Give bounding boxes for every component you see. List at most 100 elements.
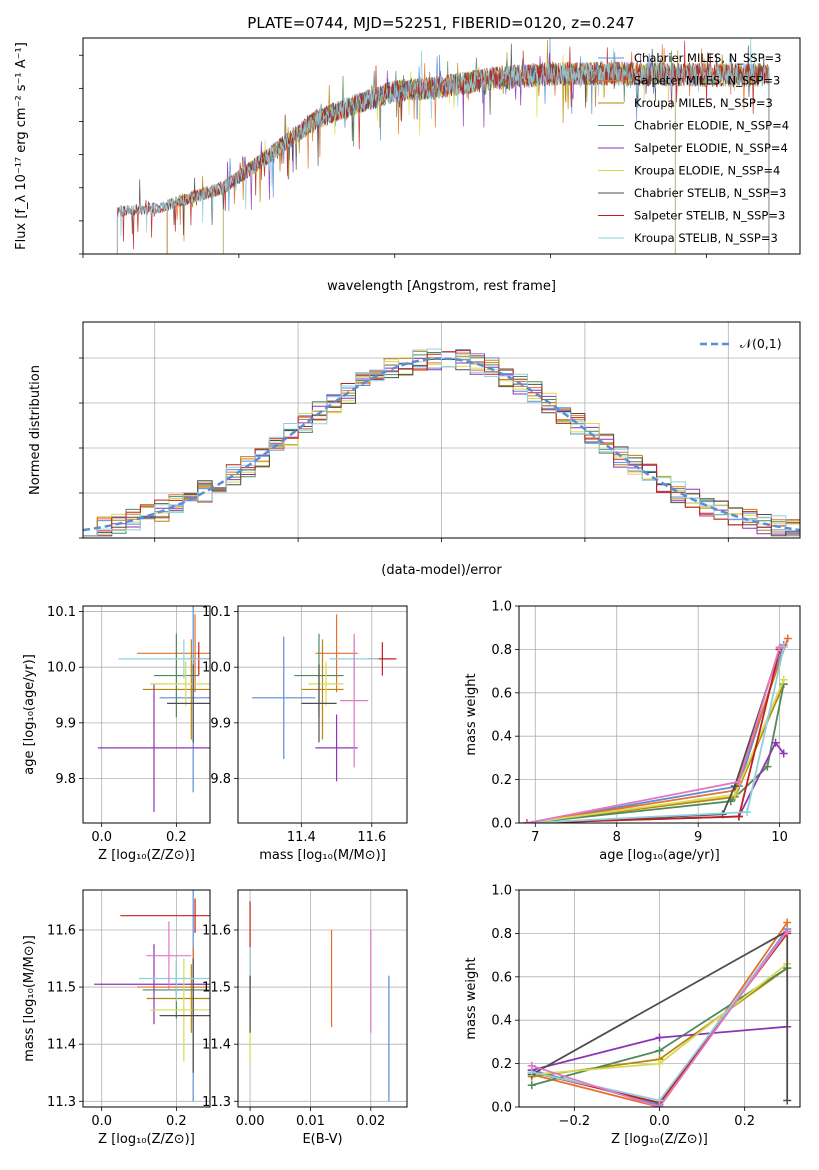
x-axis-label: Z [log₁₀(Z/Z⊙)] [611,1132,708,1147]
spectrum-series-line [116,40,770,254]
x-axis-label: (data-model)/error [381,563,502,578]
y-tick-label: 11.3 [202,1095,231,1110]
axes-frame [82,889,211,1108]
legend-entry: Kroupa STELIB, N_SSP=3 [634,231,778,245]
weight-marker [783,634,792,643]
gaussian-curve-line [83,357,800,532]
y-tick-label: 11.4 [202,1038,231,1053]
x-axis-label: Z [log₁₀(Z/Z⊙)] [98,1132,195,1147]
x-tick-label: −0.2 [559,1114,591,1129]
x-tick-label: 0.2 [734,1114,755,1129]
x-tick-label: 0.2 [166,1114,187,1129]
y-axis-label: mass [log₁₀(M/M⊙)] [22,935,37,1062]
chart-age_vs_mass: 11.4 11.6 9.8 9.9 10.0 10.1 mass [log₁₀(M/M⊙)] [202,605,408,863]
y-tick-label: 10.1 [47,605,76,620]
x-tick-label: 8 [613,830,621,845]
plot-area [116,38,770,254]
x-tick-label: 0.0 [91,830,112,845]
plot-area [249,901,390,1102]
y-tick-label: 0.8 [491,643,512,658]
weight-series-line [527,683,785,823]
weight-marker [783,927,792,936]
axes-frame [237,605,408,824]
axes-frame [82,605,211,824]
y-tick-label: 9.9 [210,716,231,731]
y-tick-label: 0.6 [491,686,512,701]
legend-entry: Kroupa MILES, N_SSP=3 [634,96,773,110]
axes-frame [82,321,801,539]
x-tick-label: 0.2 [166,830,187,845]
chart-mass_vs_EBV: 0.00 0.01 0.02 11.3 11.4 11.5 11.6 E(B-V) [202,889,408,1147]
y-tick-label: 11.6 [202,923,231,938]
weight-marker [527,1081,536,1090]
y-tick-label: 11.5 [47,981,76,996]
y-tick-label: 10.0 [202,661,231,676]
y-axis-label: Normed distribution [28,365,43,495]
chart-mass_vs_Z: 0.0 0.2 11.3 11.4 11.5 11.6 Z [log₁₀(Z/Z⊙)] mas… [22,889,211,1147]
legend-entry: Salpeter MILES, N_SSP=3 [634,74,780,88]
weight-marker [783,1096,792,1105]
weight-marker [655,1059,664,1068]
x-tick-label: 0.02 [356,1114,385,1129]
plot-area [527,918,792,1107]
y-tick-label: 0.4 [491,1014,512,1029]
legend-entry: Kroupa ELODIE, N_SSP=4 [634,164,780,178]
y-tick-label: 11.5 [202,981,231,996]
weight-series-line [526,644,785,823]
y-tick-label: 0.2 [491,1057,512,1072]
chart-residuals: (data-model)/error Normed distribution 𝒩(0… [28,321,801,578]
x-tick-label: 0.0 [91,1114,112,1129]
weight-marker [523,819,532,823]
weight-marker [730,790,739,799]
axes-frame [82,37,801,255]
weight-series-line [531,930,788,1107]
legend-entry: 𝒩(0,1) [740,336,782,351]
legend: 𝒩(0,1) [700,336,782,351]
legend-entry: Chabrier MILES, N_SSP=3 [634,51,781,65]
y-tick-label: 0.6 [491,970,512,985]
x-tick-label: 11.4 [287,830,316,845]
y-tick-label: 11.6 [47,923,76,938]
weight-marker [655,1033,664,1042]
chart-weight_vs_age: 7 8 9 10 0.0 0.2 0.4 0.6 0.8 1.0 age [log₁₀(age/yr… [464,600,801,863]
plot-area [83,348,800,537]
weight-marker [763,762,772,771]
x-axis-label: wavelength [Angstrom, rest frame] [327,279,556,294]
y-tick-label: 9.8 [55,772,76,787]
legend-entry: Chabrier ELODIE, N_SSP=4 [634,119,789,133]
weight-series-line [527,647,785,823]
x-tick-label: 9 [694,830,702,845]
y-tick-label: 1.0 [491,884,512,899]
weight-series-line [531,921,788,1107]
x-tick-label: 0.01 [296,1114,325,1129]
weight-marker [734,812,743,821]
weight-series-line [526,646,781,823]
legend-entry: Salpeter STELIB, N_SSP=3 [634,209,785,223]
weight-marker [775,643,784,652]
y-tick-label: 11.4 [47,1038,76,1053]
y-tick-label: 0.0 [491,1101,512,1116]
legend-entry: Salpeter ELODIE, N_SSP=4 [634,141,788,155]
axes-frame [518,605,801,824]
weight-marker [734,777,743,786]
x-tick-label: 0.0 [649,1114,670,1129]
x-axis-label: mass [log₁₀(M/M⊙)] [259,848,386,863]
weight-marker [743,808,752,817]
x-tick-label: 7 [531,830,539,845]
y-tick-label: 10.1 [202,605,231,620]
y-axis-label: age [log₁₀(age/yr)] [22,654,37,775]
legend-entry: Chabrier STELIB, N_SSP=3 [634,186,786,200]
y-tick-label: 1.0 [491,600,512,615]
y-tick-label: 0.4 [491,730,512,745]
plot-area [523,634,792,823]
weight-marker [771,738,780,747]
y-axis-label: mass weight [464,957,479,1039]
histogram-series-line [83,348,800,537]
weight-marker [655,1103,664,1107]
y-axis-label: mass weight [464,673,479,755]
spectrum-series-line [166,40,770,254]
axes-frame [518,889,801,1108]
y-tick-label: 9.8 [210,772,231,787]
chart-spectrum: wavelength [Angstrom, rest frame] Flux [f… [14,37,801,294]
